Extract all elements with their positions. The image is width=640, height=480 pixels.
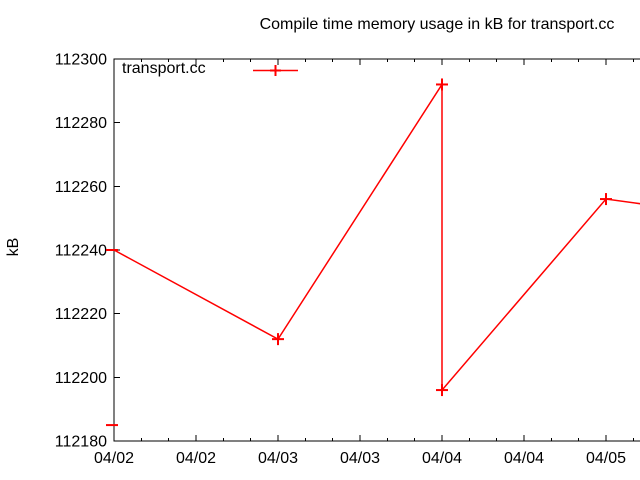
x-tick-label: 04/05 bbox=[586, 450, 626, 467]
legend-key-sample bbox=[253, 65, 298, 76]
series-line-path bbox=[113, 81, 640, 393]
y-tick-label: 112240 bbox=[55, 243, 107, 260]
y-tick-label: 112280 bbox=[55, 115, 107, 132]
legend-series-label: transport.cc bbox=[122, 60, 206, 77]
plot-border bbox=[113, 58, 640, 442]
y-tick-label: 112220 bbox=[55, 306, 107, 323]
x-tick-label: 04/03 bbox=[340, 450, 380, 467]
chart-title: Compile time memory usage in kB for tran… bbox=[259, 16, 615, 33]
series-line bbox=[113, 81, 640, 393]
x-tick-label: 04/03 bbox=[258, 450, 298, 467]
data-point-markers bbox=[106, 78, 612, 427]
y-tick-label: 112300 bbox=[55, 52, 107, 69]
y-tick-label: 112180 bbox=[55, 434, 107, 451]
x-tick-label: 04/04 bbox=[422, 450, 462, 467]
x-axis-tick-labels: 04/02 04/02 04/03 04/03 04/04 04/04 04/05 bbox=[94, 450, 626, 467]
y-tick-label: 112200 bbox=[55, 370, 107, 387]
x-tick-label: 04/02 bbox=[176, 450, 216, 467]
x-tick-label: 04/04 bbox=[504, 450, 544, 467]
y-axis-tick-labels: 112180 112200 112220 112240 112260 112280 1123… bbox=[55, 52, 107, 451]
x-tick-label: 04/02 bbox=[94, 450, 134, 467]
y-axis-title: kB bbox=[5, 237, 22, 257]
x-axis-ticks bbox=[113, 59, 634, 441]
y-tick-label: 112260 bbox=[55, 179, 107, 196]
y-axis-ticks bbox=[114, 58, 120, 442]
